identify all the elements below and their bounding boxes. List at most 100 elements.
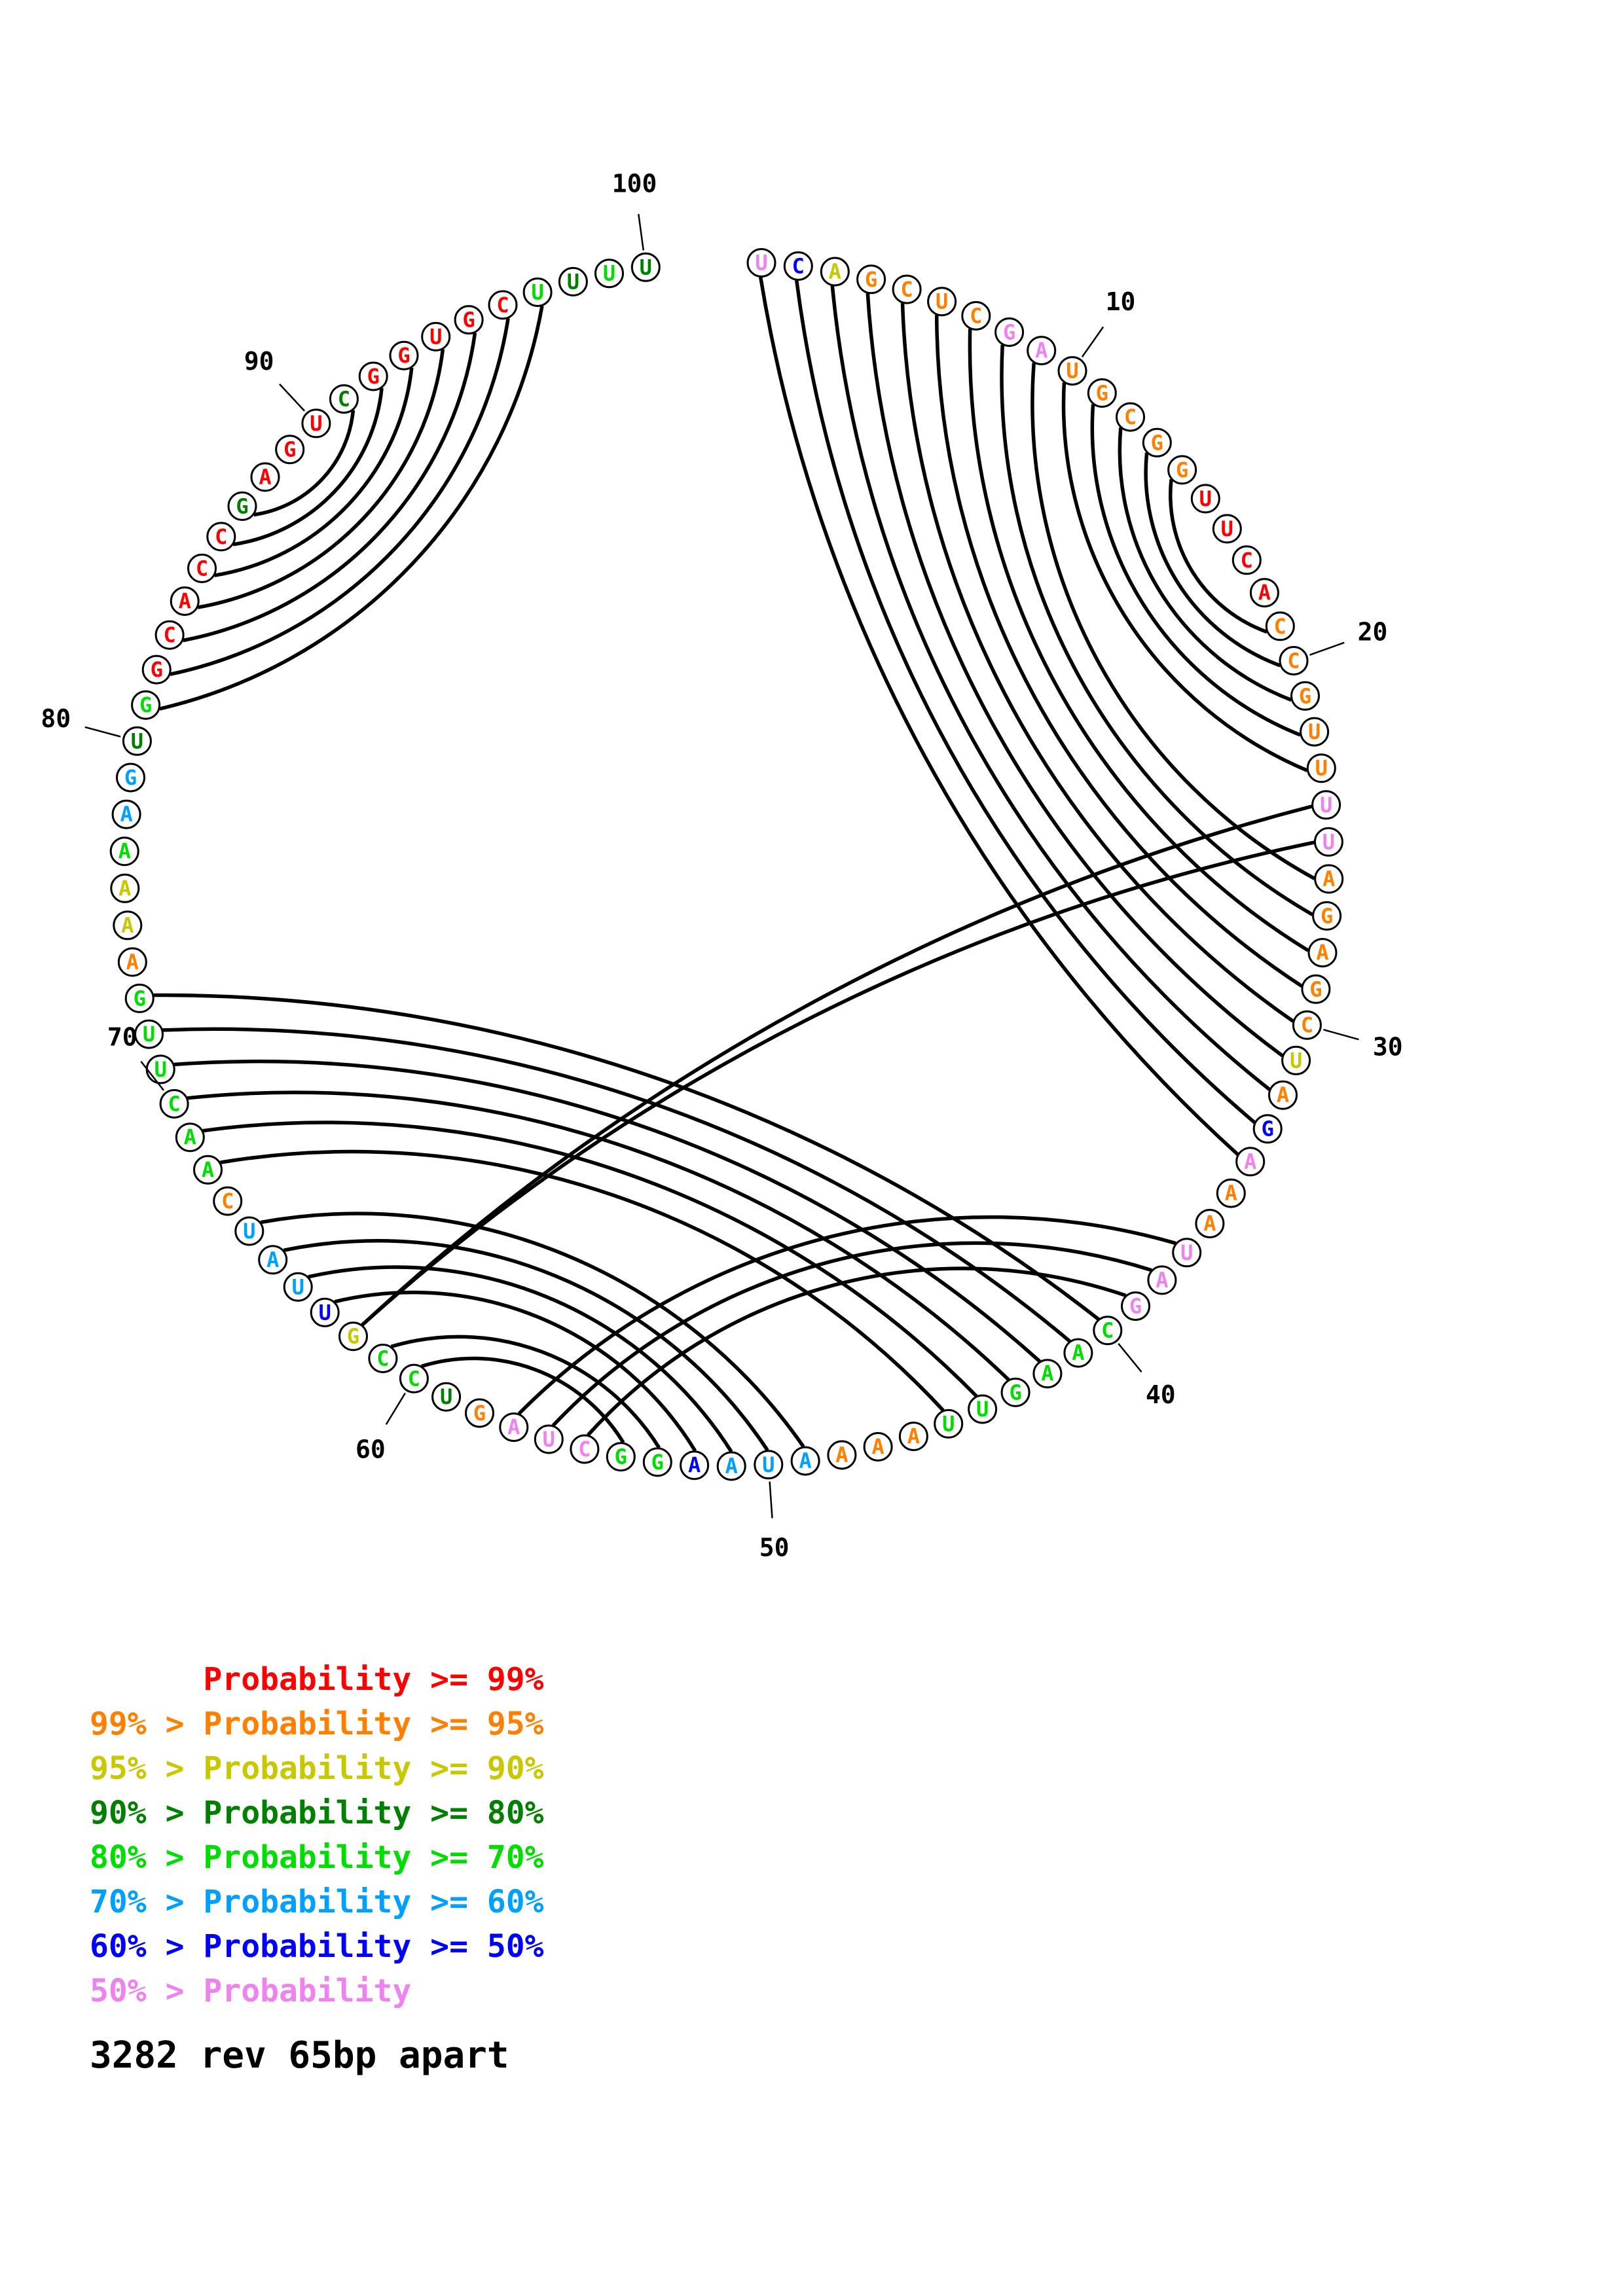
base-pair-arc xyxy=(162,1027,1071,1343)
legend-row-3: 95% > Probability >= 90% xyxy=(90,1750,544,1787)
base-pair-arc xyxy=(900,303,1294,1023)
position-label-line xyxy=(1323,1028,1359,1041)
base-pair-arc xyxy=(153,993,1100,1321)
nucleotide-circle xyxy=(368,1344,398,1373)
position-label: 40 xyxy=(1146,1380,1176,1409)
nucleotide-letter: A xyxy=(1035,338,1048,363)
nucleotide-letter: A xyxy=(1072,1340,1084,1365)
nucleotide-letter: G xyxy=(139,692,152,717)
nucleotide-letter: A xyxy=(184,1125,196,1150)
nucleotide-letter: U xyxy=(936,289,948,314)
nucleotide-letter: U xyxy=(1308,719,1321,744)
nucleotide-letter: A xyxy=(507,1415,520,1440)
nucleotide-circle xyxy=(1292,1010,1322,1040)
nucleotide-circle xyxy=(994,317,1025,347)
nucleotide-letter: A xyxy=(120,802,132,827)
position-label: 20 xyxy=(1358,617,1388,646)
nucleotide-circle xyxy=(820,257,850,287)
nucleotide-letter: C xyxy=(900,277,913,302)
nucleotide-circle xyxy=(206,522,236,552)
nucleotide-letter: A xyxy=(202,1157,214,1182)
base-pair-arc xyxy=(197,349,445,609)
nucleotide-letter: G xyxy=(134,986,146,1011)
nucleotide-letter: C xyxy=(1301,1013,1313,1037)
nucleotide-letter: U xyxy=(1322,829,1335,854)
position-label-line xyxy=(638,213,645,251)
nucleotide-circle xyxy=(746,248,776,278)
nucleotide-circle xyxy=(175,1122,205,1153)
nucleotide-letter: U xyxy=(976,1397,989,1422)
nucleotide-letter: G xyxy=(283,437,296,462)
nucleotide-circle xyxy=(961,301,991,331)
nucleotide-circle xyxy=(1279,646,1309,675)
nucleotide-letter: C xyxy=(221,1189,234,1213)
nucleotide-circle xyxy=(283,1272,313,1302)
nucleotide-circle xyxy=(454,305,484,335)
nucleotide-letter: A xyxy=(119,839,131,864)
nucleotide-circle xyxy=(465,1398,494,1428)
nucleotide-letter: C xyxy=(163,622,175,647)
nucleotide-circle xyxy=(124,983,155,1013)
nucleotide-letter: C xyxy=(408,1366,420,1391)
nucleotide-letter: G xyxy=(1176,457,1188,482)
nucleotide-letter: A xyxy=(871,1435,884,1460)
position-label: 30 xyxy=(1373,1033,1403,1062)
nucleotide-letter: A xyxy=(179,589,191,614)
nucleotide-circle xyxy=(1313,827,1343,857)
nucleotide-circle xyxy=(1147,1265,1177,1295)
base-pair-arc xyxy=(232,387,384,547)
nucleotide-letter: C xyxy=(376,1346,389,1371)
nucleotide-letter: U xyxy=(243,1219,255,1244)
nucleotide-letter: A xyxy=(1258,581,1271,605)
nucleotide-letter: A xyxy=(1277,1083,1289,1107)
nucleotide-circle xyxy=(1252,1114,1283,1144)
nucleotide-letter: U xyxy=(292,1274,304,1299)
nucleotide-circle xyxy=(421,321,451,351)
nucleotide-circle xyxy=(110,873,140,903)
legend-row-1: Probability >= 99% xyxy=(90,1661,544,1698)
base-pair-arc xyxy=(1168,479,1268,634)
nucleotide-circle xyxy=(358,361,388,391)
nucleotide-letter: U xyxy=(143,1022,155,1047)
base-pair-arc xyxy=(420,1356,625,1444)
position-label: 100 xyxy=(612,170,657,198)
nucleotide-letter: U xyxy=(942,1411,955,1436)
nucleotide-circle xyxy=(863,1432,893,1462)
nucleotide-letter: C xyxy=(196,556,208,581)
position-label-line xyxy=(140,1060,164,1091)
nucleotide-circle xyxy=(1172,1238,1202,1268)
nucleotide-circle xyxy=(258,1245,288,1275)
base-pair-arc xyxy=(253,410,356,517)
base-pair-arc xyxy=(866,293,1284,1058)
nucleotide-circle xyxy=(1212,514,1242,544)
nucleotide-circle xyxy=(122,726,152,756)
nucleotide-circle xyxy=(488,290,518,320)
base-pair-arc xyxy=(187,1090,1010,1382)
position-label-line xyxy=(769,1481,773,1518)
nucleotide-letter: A xyxy=(799,1448,811,1473)
nucleotide-circle xyxy=(927,287,957,317)
nucleotide-letter: A xyxy=(1225,1181,1237,1206)
nucleotide-circle xyxy=(1300,717,1330,747)
nucleotide-circle xyxy=(111,799,141,829)
nucleotide-circle xyxy=(499,1412,529,1443)
nucleotide-circle xyxy=(1142,427,1172,457)
position-label-line xyxy=(1118,1343,1142,1372)
nucleotide-circle xyxy=(141,655,172,685)
nucleotide-circle xyxy=(1235,1147,1266,1177)
base-pair-arc xyxy=(202,1121,978,1397)
nucleotide-letter: A xyxy=(259,465,271,490)
nucleotide-letter: A xyxy=(1244,1149,1256,1174)
probability-legend: Probability >= 99% 99% > Probability >= 9… xyxy=(90,1657,544,2013)
nucleotide-letter: G xyxy=(1009,1380,1021,1405)
legend-row-5: 80% > Probability >= 70% xyxy=(90,1839,544,1876)
base-pair-arc xyxy=(361,840,1315,1327)
nucleotide-letter: A xyxy=(688,1453,701,1478)
base-pair-arc xyxy=(934,315,1303,988)
position-label-line xyxy=(84,726,121,738)
base-pair-arc xyxy=(830,285,1271,1091)
nucleotide-letter: C xyxy=(970,304,982,329)
base-pair-arc xyxy=(214,367,414,577)
base-pair-arc xyxy=(1061,382,1308,772)
nucleotide-circle xyxy=(131,690,161,720)
